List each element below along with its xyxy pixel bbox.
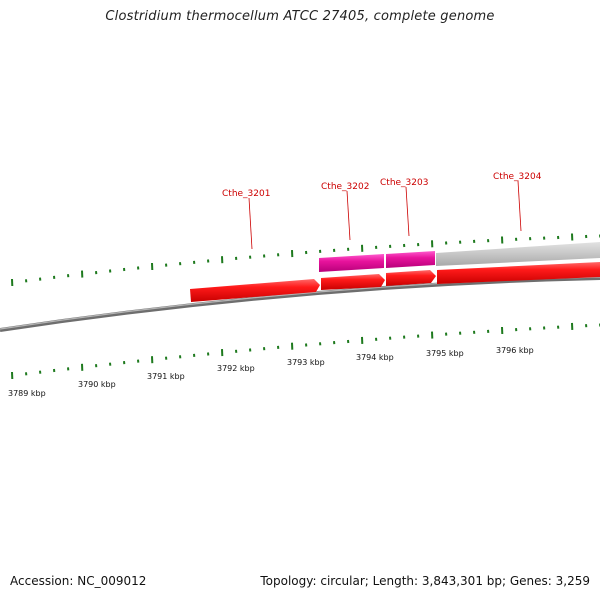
gene-overlay-magenta-3202 <box>319 254 384 272</box>
gene-arrow-cthe-3203 <box>386 270 436 286</box>
genome-backbone <box>0 276 600 332</box>
scale-label: 3792 kbp <box>217 364 255 373</box>
gene-leader-cthe-3202 <box>346 190 351 241</box>
scale-label: 3790 kbp <box>78 380 116 389</box>
gene-label-cthe-3204: Cthe_3204 <box>493 172 542 182</box>
gene-arrow-cthe-3201 <box>190 279 320 302</box>
gene-overlay-grey <box>436 242 600 266</box>
gene-leader-cthe-3204 <box>517 180 522 232</box>
scale-label: 3796 kbp <box>496 346 534 355</box>
scale-label: 3794 kbp <box>356 353 394 362</box>
gene-label-cthe-3201: Cthe_3201 <box>222 189 270 199</box>
gene-arrow-cthe-3204 <box>437 262 600 284</box>
map-title: Clostridium thermocellum ATCC 27405, com… <box>105 9 495 24</box>
accession-text: Accession: NC_009012 <box>10 574 147 588</box>
gene-arrow-cthe-3202 <box>321 274 385 290</box>
outer-tick-track <box>11 233 600 287</box>
scale-label: 3795 kbp <box>426 349 464 358</box>
scale-label: 3791 kbp <box>147 372 185 381</box>
gene-label-cthe-3202: Cthe_3202 <box>321 182 369 192</box>
scale-label: 3793 kbp <box>287 358 325 367</box>
genome-summary-text: Topology: circular; Length: 3,843,301 bp… <box>260 574 590 588</box>
scale-label: 3789 kbp <box>8 389 46 398</box>
gene-leader-cthe-3201 <box>248 197 253 250</box>
gene-label-cthe-3203: Cthe_3203 <box>380 178 428 188</box>
gene-overlay-magenta-3203 <box>386 251 435 268</box>
gene-leader-cthe-3203 <box>405 186 410 237</box>
inner-tick-track <box>11 322 600 380</box>
